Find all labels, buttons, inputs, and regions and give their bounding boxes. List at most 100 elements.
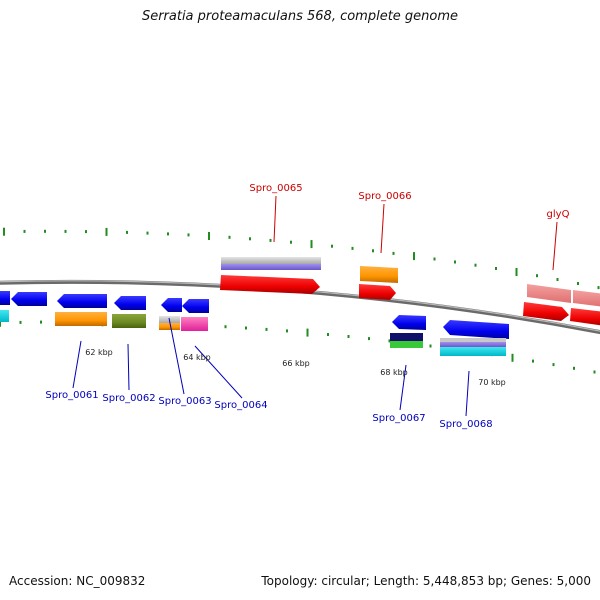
gene-spro-0065[interactable] <box>220 257 321 294</box>
label-spro-0068[interactable]: Spro_0068 <box>439 419 492 430</box>
leader-spro-0067 <box>399 364 407 411</box>
tick-lower-11 <box>224 325 227 329</box>
forward-leader-lines <box>273 195 558 271</box>
spro-0066-arrow <box>359 284 396 300</box>
tick-lower-21 <box>429 344 432 348</box>
glyq-arrow-2 <box>570 308 600 326</box>
label-spro-0065[interactable]: Spro_0065 <box>249 183 302 194</box>
scale-label-66kbp: 66 kbp <box>282 359 310 368</box>
partial-left-cyan <box>0 310 9 322</box>
label-spro-0066[interactable]: Spro_0066 <box>358 191 411 202</box>
spro-0068-box-grey <box>440 338 506 342</box>
tick-lower-19 <box>388 339 391 343</box>
spro-0065-arrow <box>220 275 320 294</box>
scale-label-70kbp: 70 kbp <box>478 378 506 387</box>
spro-0066-box-orange <box>360 266 398 283</box>
label-glyq[interactable]: glyQ <box>547 209 570 220</box>
scale-label-68kbp: 68 kbp <box>380 368 408 377</box>
label-spro-0064[interactable]: Spro_0064 <box>214 400 267 411</box>
tick-upper-24 <box>495 267 497 270</box>
spro-0061-arrow <box>57 294 107 308</box>
tick-upper-8 <box>167 232 169 236</box>
tick-upper-29 <box>597 286 600 290</box>
spro-0068-box-cyan <box>440 347 506 356</box>
tick-upper-21 <box>433 257 436 261</box>
tick-lower-28 <box>573 366 575 370</box>
tick-lower-13 <box>265 327 268 331</box>
tick-upper-18 <box>372 249 374 253</box>
tick-upper-23 <box>474 263 477 267</box>
gene-spro-0067[interactable] <box>390 315 426 348</box>
glyq-box-salmon-1 <box>527 284 571 303</box>
leader-glyq <box>552 221 558 271</box>
tick-upper-17 <box>351 246 354 250</box>
tick-upper-26 <box>536 274 538 278</box>
tick-lower-0 <box>0 318 1 327</box>
tick-lower-27 <box>552 363 555 367</box>
spro-0067-box-navy <box>390 333 423 341</box>
tick-lower-1 <box>19 320 22 324</box>
tick-upper-15 <box>310 240 313 249</box>
map-title: Serratia proteamaculans 568, complete ge… <box>141 9 459 24</box>
gene-spro-0068[interactable] <box>440 320 509 356</box>
glyq-box-salmon-2 <box>573 290 600 307</box>
tick-upper-16 <box>331 244 333 248</box>
tick-lower-18 <box>368 337 370 341</box>
leader-spro-0068 <box>465 370 470 417</box>
label-spro-0063[interactable]: Spro_0063 <box>158 396 211 407</box>
spro-0068-arrow <box>443 320 509 339</box>
tick-upper-6 <box>126 230 128 234</box>
leader-spro-0062 <box>127 343 130 391</box>
label-spro-0061[interactable]: Spro_0061 <box>45 390 98 401</box>
gene-spro-0061[interactable] <box>55 294 107 326</box>
spro-0062-arrow <box>114 296 146 310</box>
leader-spro-0065 <box>273 195 277 243</box>
accession-text: Accession: NC_009832 <box>9 574 146 588</box>
tick-lower-15 <box>306 328 309 337</box>
tick-upper-10 <box>208 232 210 240</box>
leader-spro-0061 <box>72 340 82 389</box>
reverse-leader-lines <box>72 317 470 417</box>
tick-lower-2 <box>40 320 42 324</box>
tick-upper-11 <box>228 235 231 239</box>
leader-spro-0063 <box>168 317 185 395</box>
spro-0061-box-orange <box>55 312 107 326</box>
partial-left-arrow-2 <box>11 292 47 306</box>
tick-upper-2 <box>44 229 46 233</box>
scale-label-62kbp: 62 kbp <box>85 348 113 357</box>
tick-upper-0 <box>3 227 5 236</box>
tick-lower-26 <box>532 359 534 363</box>
label-spro-0067[interactable]: Spro_0067 <box>372 413 425 424</box>
spro-0067-arrow <box>392 315 426 330</box>
leader-spro-0064 <box>194 345 243 399</box>
tick-upper-7 <box>146 231 149 235</box>
tick-upper-5 <box>105 227 108 236</box>
tick-upper-25 <box>515 268 518 276</box>
gene-partial-left[interactable] <box>0 291 47 322</box>
gene-spro-0064[interactable] <box>181 299 209 331</box>
spro-0063-arrow <box>161 298 182 312</box>
spro-0065-track-grey <box>221 257 321 264</box>
spro-0063-box-orange <box>159 323 180 330</box>
tick-upper-28 <box>577 282 579 285</box>
spro-0064-box-pink <box>181 317 208 331</box>
gene-spro-0066[interactable] <box>359 266 398 300</box>
spro-0065-track-purple <box>221 264 321 270</box>
label-spro-0062[interactable]: Spro_0062 <box>102 393 155 404</box>
spro-0067-box-green <box>390 341 423 348</box>
tick-upper-3 <box>64 229 67 233</box>
tick-lower-14 <box>286 329 288 333</box>
tick-upper-1 <box>23 229 26 233</box>
scale-label-64kbp: 64 kbp <box>183 353 211 362</box>
partial-left-arrow-1 <box>0 291 10 305</box>
gene-spro-0062[interactable] <box>112 296 146 328</box>
spro-0062-box-green <box>112 314 146 328</box>
tick-lower-12 <box>245 326 247 330</box>
tick-upper-13 <box>269 238 272 242</box>
tick-upper-12 <box>249 237 251 241</box>
spro-0068-box-purple <box>440 342 506 347</box>
tick-upper-19 <box>392 251 395 255</box>
gene-glyq[interactable] <box>523 284 600 326</box>
tick-lower-25 <box>511 353 514 362</box>
